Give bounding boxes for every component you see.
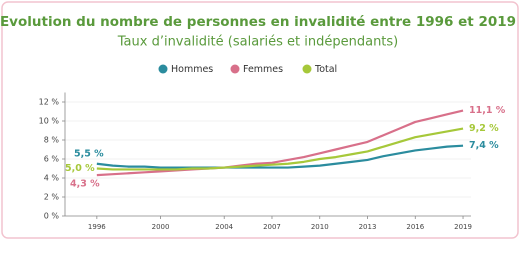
legend-label: Femmes xyxy=(243,64,283,75)
chart-title: Evolution du nombre de personnes en inva… xyxy=(0,14,516,30)
x-tick-label: 2010 xyxy=(311,223,329,231)
y-tick-label: 8 % xyxy=(44,136,60,145)
y-tick-label: 6 % xyxy=(44,155,60,164)
legend-marker xyxy=(302,64,312,74)
x-tick-label: 2007 xyxy=(263,223,281,231)
series-line xyxy=(96,144,464,169)
x-tick-label: 2019 xyxy=(454,223,472,231)
series-line xyxy=(96,109,464,177)
y-tick-label: 2 % xyxy=(44,193,60,202)
series-line xyxy=(96,127,464,171)
x-tick-label: 2004 xyxy=(215,223,233,231)
y-tick-label: 10 % xyxy=(39,117,60,126)
value-label: 5,5 % xyxy=(74,148,104,159)
value-label: 4,3 % xyxy=(70,179,100,190)
y-tick-label: 12 % xyxy=(39,98,60,107)
y-tick-label: 4 % xyxy=(44,174,60,183)
legend-marker xyxy=(230,64,240,74)
x-tick-label: 2013 xyxy=(359,223,377,231)
value-label: 7,4 % xyxy=(469,140,499,151)
legend-label: Total xyxy=(314,64,337,75)
chart-subtitle: Taux d’invalidité (salariés et indépenda… xyxy=(117,35,399,50)
x-tick-label: 2000 xyxy=(152,223,170,231)
value-label: 5,0 % xyxy=(65,163,95,174)
x-tick-label: 1996 xyxy=(88,223,106,231)
value-label: 9,2 % xyxy=(469,123,499,134)
legend-label: Hommes xyxy=(171,64,213,75)
legend-marker xyxy=(158,64,168,74)
y-tick-label: 0 % xyxy=(44,212,60,221)
value-label: 11,1 % xyxy=(469,105,506,116)
frame xyxy=(1,1,519,239)
x-tick-label: 2016 xyxy=(406,223,424,231)
